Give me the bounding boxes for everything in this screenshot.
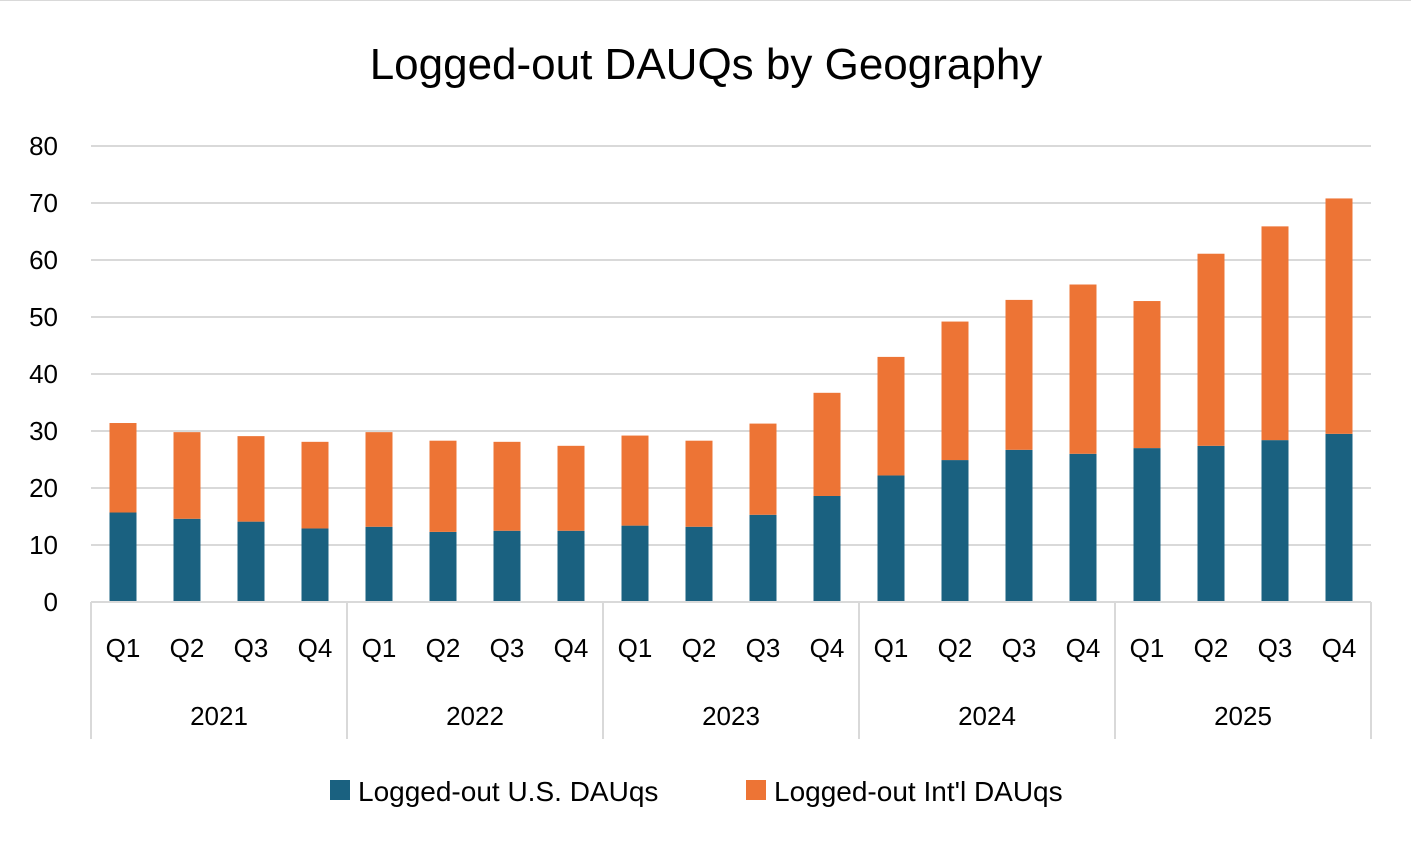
bar-intl bbox=[813, 392, 841, 496]
bar-intl bbox=[1133, 301, 1161, 449]
bar-intl bbox=[1005, 299, 1033, 450]
x-tick-label-quarter: Q4 bbox=[1066, 633, 1101, 663]
bar-intl bbox=[365, 432, 393, 527]
x-tick-label-quarter: Q1 bbox=[618, 633, 653, 663]
x-tick-label-quarter: Q3 bbox=[234, 633, 269, 663]
bar-us bbox=[1133, 448, 1161, 602]
x-tick-label-quarter: Q4 bbox=[554, 633, 589, 663]
axes: 0 10 20 30 40 50 60 70 80 Q1 Q2 Q3 Q4 Q1 Q2 Q3 Q4 Q1 Q2 Q3 Q… bbox=[29, 131, 1372, 739]
y-tick-label: 80 bbox=[29, 131, 58, 161]
bar-us bbox=[429, 531, 457, 602]
x-tick-label-quarter: Q1 bbox=[874, 633, 909, 663]
bar-intl bbox=[749, 423, 777, 515]
bar-us bbox=[493, 530, 521, 602]
x-tick-label-year: 2022 bbox=[446, 701, 504, 731]
bar-intl bbox=[493, 441, 521, 531]
legend-swatch bbox=[330, 780, 350, 800]
bar-us bbox=[1069, 453, 1097, 602]
x-tick-label-quarter: Q2 bbox=[938, 633, 973, 663]
x-tick-label-quarter: Q2 bbox=[170, 633, 205, 663]
x-tick-label-quarter: Q1 bbox=[1130, 633, 1165, 663]
bar-intl bbox=[685, 440, 713, 527]
bars bbox=[109, 198, 1353, 602]
y-tick-label: 60 bbox=[29, 245, 58, 275]
x-tick-label-year: 2025 bbox=[1214, 701, 1272, 731]
legend-item: Logged-out U.S. DAUqs bbox=[330, 776, 658, 807]
y-tick-label: 0 bbox=[44, 587, 58, 617]
bar-us bbox=[621, 525, 649, 602]
bar-intl bbox=[1325, 198, 1353, 434]
bar-intl bbox=[557, 445, 585, 531]
legend: Logged-out U.S. DAUqs Logged-out Int'l DA… bbox=[330, 776, 1063, 807]
x-tick-label-quarter: Q1 bbox=[362, 633, 397, 663]
bar-us bbox=[1197, 445, 1225, 602]
x-tick-label-quarter: Q2 bbox=[1194, 633, 1229, 663]
bar-intl bbox=[173, 432, 201, 519]
bar-intl bbox=[877, 356, 905, 476]
x-tick-label-year: 2023 bbox=[702, 701, 760, 731]
bar-us bbox=[813, 495, 841, 602]
x-tick-label-quarter: Q1 bbox=[106, 633, 141, 663]
bar-intl bbox=[237, 436, 265, 522]
bar-us bbox=[941, 460, 969, 602]
x-tick-label-year: 2021 bbox=[190, 701, 248, 731]
y-tick-label: 50 bbox=[29, 302, 58, 332]
legend-item: Logged-out Int'l DAUqs bbox=[746, 776, 1063, 807]
x-tick-label-quarter: Q2 bbox=[682, 633, 717, 663]
y-tick-label: 30 bbox=[29, 416, 58, 446]
bar-intl bbox=[301, 441, 329, 529]
x-tick-label-quarter: Q4 bbox=[1322, 633, 1357, 663]
x-tick-label-quarter: Q3 bbox=[746, 633, 781, 663]
bar-intl bbox=[429, 440, 457, 532]
x-tick-label-year: 2024 bbox=[958, 701, 1016, 731]
chart-title: Logged-out DAUQs by Geography bbox=[370, 40, 1043, 89]
y-tick-label: 70 bbox=[29, 188, 58, 218]
bar-us bbox=[557, 530, 585, 602]
x-tick-label-quarter: Q3 bbox=[490, 633, 525, 663]
bar-intl bbox=[109, 423, 137, 513]
bar-us bbox=[237, 521, 265, 602]
y-tick-label: 40 bbox=[29, 359, 58, 389]
bar-us bbox=[301, 528, 329, 602]
bar-us bbox=[1005, 449, 1033, 602]
bar-intl bbox=[1197, 253, 1225, 446]
bar-us bbox=[365, 526, 393, 602]
bar-us bbox=[1261, 440, 1289, 602]
y-tick-label: 20 bbox=[29, 473, 58, 503]
x-tick-label-quarter: Q3 bbox=[1258, 633, 1293, 663]
bar-intl bbox=[621, 435, 649, 526]
bar-us bbox=[1325, 433, 1353, 602]
bar-intl bbox=[1069, 284, 1097, 454]
gridlines bbox=[91, 145, 1371, 546]
bar-us bbox=[877, 475, 905, 602]
bar-us bbox=[173, 518, 201, 602]
x-tick-label-quarter: Q4 bbox=[810, 633, 845, 663]
legend-label: Logged-out U.S. DAUqs bbox=[358, 776, 658, 807]
y-tick-label: 10 bbox=[29, 530, 58, 560]
legend-swatch bbox=[746, 780, 766, 800]
bar-us bbox=[685, 526, 713, 602]
x-tick-label-quarter: Q2 bbox=[426, 633, 461, 663]
x-tick-label-quarter: Q4 bbox=[298, 633, 333, 663]
bar-intl bbox=[941, 321, 969, 461]
legend-label: Logged-out Int'l DAUqs bbox=[774, 776, 1063, 807]
bar-us bbox=[109, 512, 137, 602]
bar-intl bbox=[1261, 226, 1289, 441]
x-tick-label-quarter: Q3 bbox=[1002, 633, 1037, 663]
bar-us bbox=[749, 514, 777, 602]
